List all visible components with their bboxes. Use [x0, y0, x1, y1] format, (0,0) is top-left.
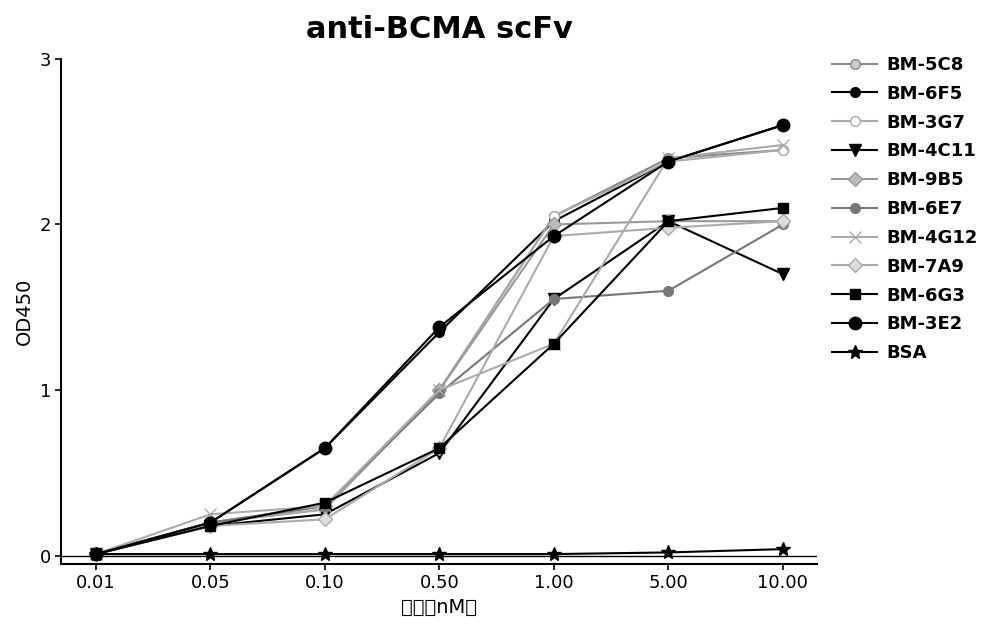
- BM-4C11: [777, 270, 789, 278]
- Line: BM-4G12: BM-4G12: [90, 138, 789, 561]
- BM-6F5: [204, 519, 216, 526]
- BM-6E7: [204, 519, 216, 526]
- BM-6E7: [319, 502, 331, 510]
- BM-6E7: [548, 295, 560, 303]
- BM-7A9: [204, 522, 216, 530]
- BM-4G12: [662, 154, 674, 162]
- BM-6E7: [90, 550, 102, 558]
- BM-4C11: [433, 449, 445, 457]
- Line: BM-3E2: BM-3E2: [90, 119, 789, 561]
- BM-5C8: [548, 212, 560, 220]
- BM-4C11: [204, 522, 216, 530]
- BSA: [204, 550, 216, 558]
- BM-6E7: [777, 221, 789, 228]
- BSA: [548, 550, 560, 558]
- BM-3E2: [548, 233, 560, 240]
- BM-5C8: [204, 519, 216, 526]
- BM-3G7: [777, 146, 789, 154]
- BM-7A9: [662, 224, 674, 231]
- BM-4G12: [319, 502, 331, 510]
- BM-3E2: [777, 121, 789, 129]
- Legend: BM-5C8, BM-6F5, BM-3G7, BM-4C11, BM-9B5, BM-6E7, BM-4G12, BM-7A9, BM-6G3, BM-3E2: BM-5C8, BM-6F5, BM-3G7, BM-4C11, BM-9B5,…: [825, 49, 985, 370]
- BM-4G12: [777, 141, 789, 149]
- Line: BM-6E7: BM-6E7: [91, 219, 788, 559]
- Line: BM-7A9: BM-7A9: [91, 216, 788, 559]
- BSA: [777, 545, 789, 553]
- BM-4C11: [319, 511, 331, 518]
- BM-6F5: [548, 217, 560, 225]
- BM-9B5: [433, 386, 445, 394]
- BM-6G3: [204, 522, 216, 530]
- BSA: [90, 550, 102, 558]
- BM-3G7: [662, 158, 674, 166]
- BSA: [433, 550, 445, 558]
- Line: BM-3G7: BM-3G7: [91, 145, 788, 559]
- BM-5C8: [777, 146, 789, 154]
- BM-6E7: [433, 390, 445, 398]
- BM-9B5: [777, 217, 789, 225]
- BM-3E2: [433, 324, 445, 331]
- BM-7A9: [433, 444, 445, 452]
- BM-9B5: [319, 502, 331, 510]
- BM-7A9: [319, 516, 331, 523]
- BM-3G7: [319, 506, 331, 513]
- BM-4G12: [90, 550, 102, 558]
- BM-6E7: [662, 287, 674, 295]
- BM-7A9: [777, 217, 789, 225]
- BM-4C11: [662, 217, 674, 225]
- BM-7A9: [90, 550, 102, 558]
- BM-9B5: [204, 519, 216, 526]
- BM-6G3: [90, 550, 102, 558]
- BM-3G7: [204, 519, 216, 526]
- Line: BM-4C11: BM-4C11: [90, 216, 788, 560]
- BM-4G12: [548, 340, 560, 348]
- Line: BM-6G3: BM-6G3: [91, 203, 788, 559]
- BM-3E2: [204, 519, 216, 526]
- BSA: [662, 549, 674, 556]
- BM-6G3: [777, 204, 789, 212]
- Line: BSA: BSA: [89, 542, 790, 561]
- Title: anti-BCMA scFv: anti-BCMA scFv: [306, 15, 573, 44]
- BM-3G7: [90, 550, 102, 558]
- BM-6F5: [662, 158, 674, 166]
- Line: BM-5C8: BM-5C8: [91, 145, 788, 559]
- BM-9B5: [662, 217, 674, 225]
- Line: BM-6F5: BM-6F5: [91, 120, 788, 559]
- BM-5C8: [90, 550, 102, 558]
- BSA: [319, 550, 331, 558]
- BM-4G12: [204, 511, 216, 518]
- BM-7A9: [548, 233, 560, 240]
- BM-4C11: [90, 550, 102, 558]
- X-axis label: 浓度（nM）: 浓度（nM）: [401, 598, 477, 617]
- BM-3E2: [319, 444, 331, 452]
- BM-6G3: [548, 340, 560, 348]
- BM-3E2: [90, 550, 102, 558]
- BM-6F5: [433, 329, 445, 336]
- BM-4C11: [548, 295, 560, 303]
- BM-3E2: [662, 158, 674, 166]
- BM-3G7: [433, 386, 445, 394]
- BM-6G3: [662, 217, 674, 225]
- BM-5C8: [319, 506, 331, 513]
- BM-4G12: [433, 386, 445, 394]
- BM-5C8: [433, 386, 445, 394]
- Line: BM-9B5: BM-9B5: [91, 216, 788, 559]
- BM-5C8: [662, 154, 674, 162]
- BM-9B5: [548, 221, 560, 228]
- Y-axis label: OD450: OD450: [15, 277, 34, 345]
- BM-6F5: [90, 550, 102, 558]
- BM-6G3: [433, 444, 445, 452]
- BM-3G7: [548, 212, 560, 220]
- BM-6F5: [777, 121, 789, 129]
- BM-9B5: [90, 550, 102, 558]
- BM-6G3: [319, 499, 331, 506]
- BM-6F5: [319, 444, 331, 452]
